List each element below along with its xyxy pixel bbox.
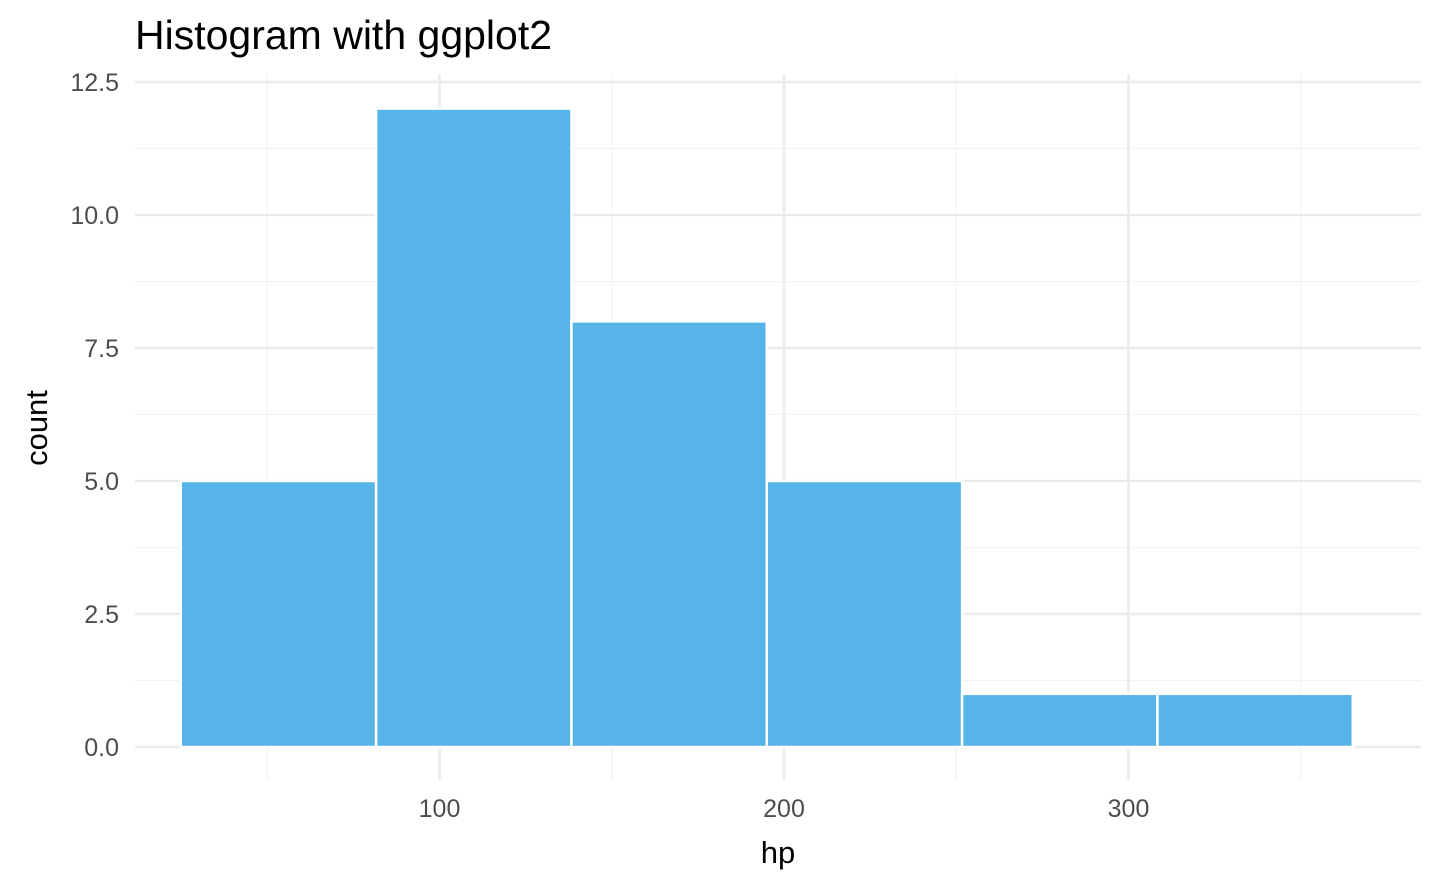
x-axis-title: hp	[761, 835, 795, 870]
chart-title: Histogram with ggplot2	[135, 12, 553, 58]
histogram-bar-2	[374, 107, 573, 749]
y-tick-label: 10.0	[70, 202, 119, 230]
x-tick-label: 300	[1108, 795, 1150, 823]
y-tick-label: 0.0	[84, 734, 119, 762]
y-tick-label: 7.5	[84, 335, 119, 363]
x-tick-label: 100	[419, 795, 461, 823]
histogram-bar-1	[179, 479, 378, 749]
histogram-bar-3	[570, 320, 769, 749]
x-tick-label: 200	[763, 795, 805, 823]
y-axis-tick-labels: 0.0 2.5 5.0 7.5 10.0 12.5	[70, 69, 119, 762]
histogram-bar-4	[765, 479, 964, 749]
y-tick-label: 12.5	[70, 69, 119, 97]
histogram-bar-5	[960, 692, 1159, 749]
x-axis-tick-labels: 100 200 300	[419, 795, 1150, 823]
histogram-bar-6	[1156, 692, 1355, 749]
y-tick-label: 2.5	[84, 601, 119, 629]
y-axis-title: count	[19, 390, 54, 466]
y-tick-label: 5.0	[84, 468, 119, 496]
histogram-bars	[179, 107, 1355, 749]
